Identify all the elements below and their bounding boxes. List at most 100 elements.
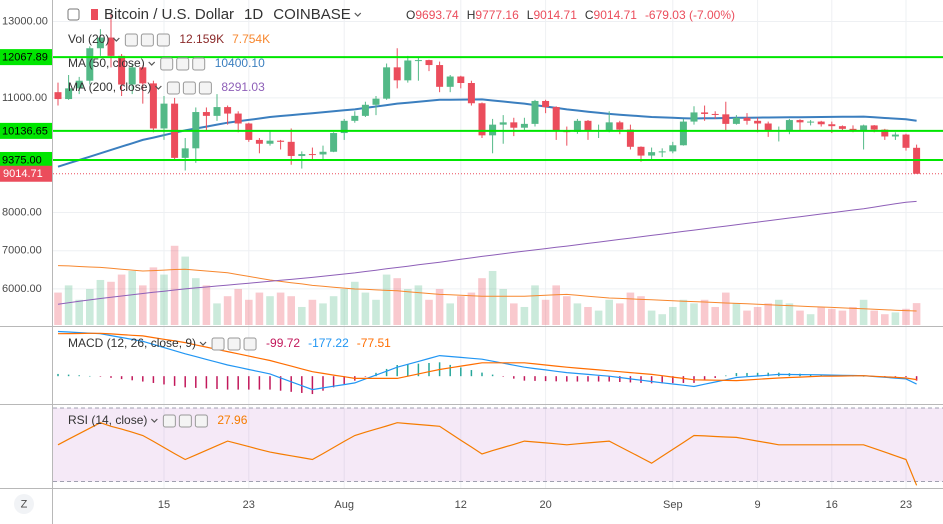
volume-bar xyxy=(531,285,539,325)
volume-bar xyxy=(202,285,211,325)
volume-bar xyxy=(245,299,253,325)
volume-bar xyxy=(520,306,529,325)
candle-body xyxy=(881,129,889,137)
remove-button[interactable] xyxy=(243,337,257,351)
settings-button[interactable] xyxy=(178,414,192,428)
histogram-bar xyxy=(237,376,239,390)
indicator-value: 27.96 xyxy=(217,413,247,427)
histogram-bar xyxy=(470,370,473,377)
histogram-bar xyxy=(756,372,759,377)
ma-line xyxy=(57,200,917,305)
histogram-bar xyxy=(725,375,727,377)
candle-body xyxy=(160,103,168,129)
histogram-bar xyxy=(566,376,568,382)
volume-bar xyxy=(340,288,348,325)
histogram-bar xyxy=(131,376,133,381)
histogram-bar xyxy=(301,376,303,393)
volume-ma-line xyxy=(57,265,917,312)
candle-body xyxy=(785,120,793,130)
histogram-bar xyxy=(385,368,388,377)
ohlc-letter: L xyxy=(527,8,534,22)
indicator-value: -177.22 xyxy=(308,336,349,350)
eye-button[interactable] xyxy=(166,81,180,95)
volume-bar xyxy=(700,299,709,325)
remove-button[interactable] xyxy=(198,81,212,95)
eye-button[interactable] xyxy=(211,337,225,351)
eye-button[interactable] xyxy=(124,33,138,47)
histogram-bar xyxy=(57,373,59,377)
volume-bar xyxy=(753,306,762,325)
histogram-bar xyxy=(195,376,197,388)
volume-bar xyxy=(213,303,221,325)
settings-button[interactable] xyxy=(176,57,190,71)
candle-body xyxy=(287,141,295,156)
candle-body xyxy=(510,122,518,128)
remove-button[interactable] xyxy=(192,57,206,71)
reset-button[interactable] xyxy=(14,494,34,514)
volume-bar xyxy=(435,288,444,325)
ohlc-value: 9014.71 xyxy=(533,8,577,22)
histogram-bar xyxy=(597,376,600,382)
x-tick-label: Aug xyxy=(334,499,354,511)
histogram-bar xyxy=(343,376,345,384)
indicator-value: 8291.03 xyxy=(221,80,265,94)
volume-bar xyxy=(637,296,645,325)
volume-bar xyxy=(743,310,751,325)
x-tick-label: Sep xyxy=(663,499,683,511)
x-tick-label: 20 xyxy=(539,499,551,511)
volume-bar xyxy=(107,281,115,325)
histogram-bar xyxy=(650,376,653,384)
candle-body xyxy=(181,148,189,158)
volume-bar xyxy=(785,303,794,325)
candle-body xyxy=(213,107,221,116)
eye-button[interactable] xyxy=(162,414,176,428)
histogram-bar xyxy=(78,375,80,377)
volume-bar xyxy=(382,274,391,325)
settings-button[interactable] xyxy=(227,337,241,351)
histogram-bar xyxy=(226,376,229,390)
candle-body xyxy=(351,115,359,121)
eye-button[interactable] xyxy=(160,57,174,71)
ohlc-letter: C xyxy=(585,8,594,22)
rsi-line xyxy=(57,422,918,486)
macd-line xyxy=(57,330,917,391)
candle-body xyxy=(425,60,433,66)
x-tick-label: 9 xyxy=(755,499,761,511)
volume-bar xyxy=(329,296,338,325)
histogram-bar xyxy=(449,364,451,377)
histogram-bar xyxy=(120,376,123,380)
histogram-bar xyxy=(290,376,292,392)
volume-bar xyxy=(266,296,274,325)
histogram-bar xyxy=(216,376,218,390)
candle-body xyxy=(860,125,868,130)
volume-bar xyxy=(711,306,719,325)
settings-button[interactable] xyxy=(182,81,196,95)
y-tick-label: 7000.00 xyxy=(2,245,42,257)
ma-line xyxy=(57,98,917,168)
volume-bar xyxy=(732,303,741,325)
y-tick-label: 8000.00 xyxy=(2,206,42,218)
candle-body xyxy=(467,83,475,104)
settings-button[interactable] xyxy=(140,33,154,47)
histogram-bar xyxy=(248,376,250,390)
histogram-bar xyxy=(89,375,91,377)
reset-label[interactable]: Z xyxy=(21,498,28,510)
candle-body xyxy=(372,98,380,105)
histogram-bar xyxy=(640,376,642,383)
histogram-bar xyxy=(502,376,504,377)
last-price-box xyxy=(0,165,52,182)
remove-button[interactable] xyxy=(156,33,170,47)
symbol-icon xyxy=(91,9,98,20)
candle-body xyxy=(658,151,666,153)
candle-body xyxy=(626,129,634,147)
volume-bar xyxy=(690,303,698,325)
candle-body xyxy=(870,125,878,130)
histogram-bar xyxy=(110,376,112,378)
candle-body xyxy=(75,80,83,89)
indicator-name: RSI (14, close) xyxy=(68,413,147,427)
candle-body xyxy=(531,100,539,124)
remove-button[interactable] xyxy=(194,414,208,428)
volume-bar xyxy=(828,308,836,325)
candle-body xyxy=(361,104,369,116)
candle-body xyxy=(817,121,825,125)
